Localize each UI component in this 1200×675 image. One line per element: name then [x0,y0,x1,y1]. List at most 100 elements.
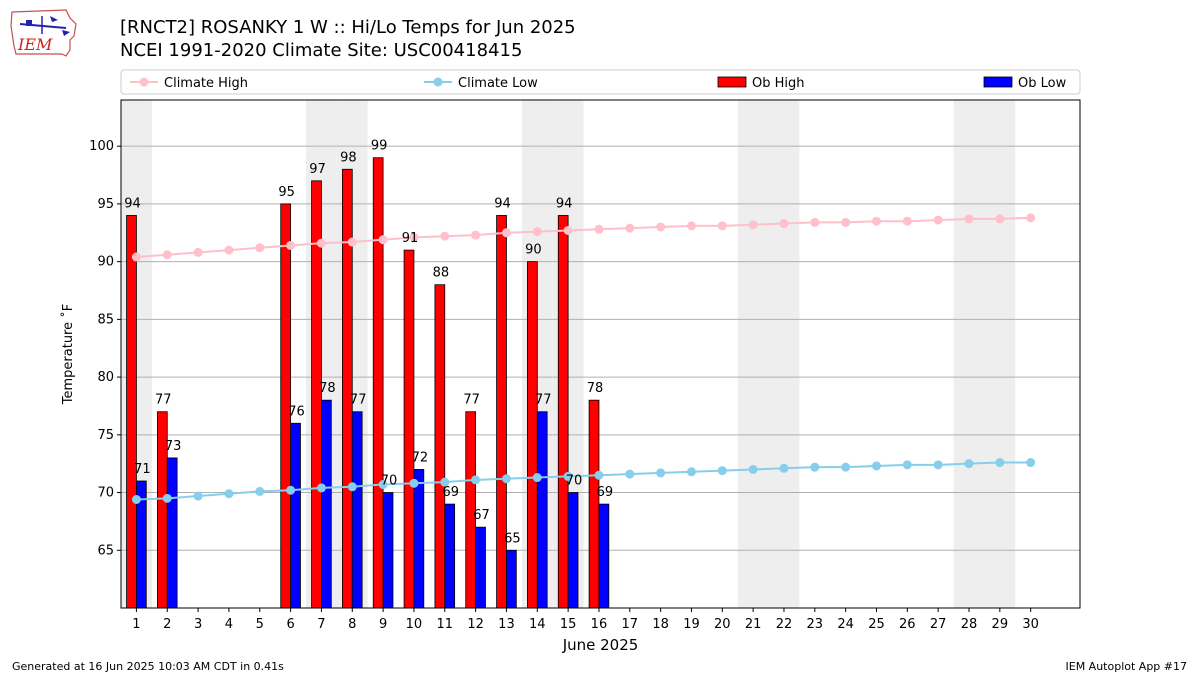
climate-high-point [563,225,573,235]
legend: Climate High Climate Low Ob High Ob Low [120,69,1081,95]
climate-low-point [871,461,881,471]
ob-low-bar [351,411,363,609]
legend-swatch-bar [717,76,747,88]
ob-high-label: 99 [371,139,388,154]
climate-low-point [409,478,419,488]
ob-low-bar [598,503,610,609]
x-tick-label: 7 [317,617,325,632]
climate-low-point [255,486,265,496]
footer-app: IEM Autoplot App #17 [1065,660,1188,673]
ob-high-label: 95 [278,185,295,200]
shade-day-22 [768,100,800,608]
ob-low-label: 76 [288,404,305,419]
ob-low-bar [321,399,332,609]
data-labels: 94 77 95 97 98 99 91 88 77 94 90 94 78 71 73 76 78 77 70 72… [124,139,613,547]
ob-low-bar [567,492,579,609]
ob-low-label: 71 [134,462,151,477]
x-tick-label: 17 [622,617,639,632]
x-tick-label: 30 [1022,617,1039,632]
x-tick-label: 22 [776,617,793,632]
ob-high-label: 94 [494,196,511,211]
ob-low-label: 77 [535,393,552,408]
ob-low-bar [475,526,486,609]
x-tick-label: 13 [498,617,515,632]
climate-high-line [136,216,1031,259]
climate-low-point [933,460,943,470]
y-axis-label: Temperature ˚F [60,304,76,405]
ob-low-label: 69 [442,485,459,500]
climate-high-point [532,227,542,237]
x-tick-label: 6 [286,617,294,632]
climate-high-point [933,215,943,225]
x-tick-label: 10 [406,617,423,632]
ob-high-label: 90 [525,243,542,258]
climate-high-point [871,216,881,226]
climate-high-point [625,223,635,233]
x-tick-label: 5 [256,617,264,632]
ob-high-bar [342,168,353,609]
climate-high-point [162,250,172,260]
climate-high-point [810,217,820,227]
x-tick-label: 4 [225,617,233,632]
climate-low-point [347,482,357,492]
ob-low-label: 78 [319,381,336,396]
y-tick-label: 100 [89,139,114,154]
climate-high-point [378,235,388,245]
ob-high-label: 94 [124,196,141,211]
ob-high-bar [588,399,600,609]
x-tick-label: 27 [930,617,947,632]
legend-swatch-bar [983,76,1013,88]
x-tick-label: 8 [348,617,356,632]
ob-high-label: 91 [402,231,419,246]
ob-low-label: 70 [381,474,398,489]
ob-high-bar [557,215,569,609]
climate-low-point [286,485,296,495]
shade-day-28 [953,100,985,608]
climate-low-point [625,469,635,479]
ob-high-label: 77 [463,393,480,408]
x-tick-label: 2 [163,617,171,632]
ob-high-bar [372,157,384,609]
climate-high-point [347,237,357,247]
climate-low-point [471,475,481,485]
climate-low-point [717,466,727,476]
shade-day-29 [984,100,1016,608]
ob-low-label: 67 [473,508,490,523]
y-tick-label: 70 [97,486,114,501]
climate-low-point [995,458,1005,468]
climate-high-point [717,221,727,231]
climate-low-point [748,464,758,474]
x-tick-label: 21 [745,617,762,632]
plot-frame [120,99,1081,609]
y-tick-label: 75 [97,428,114,443]
x-tick-label: 18 [652,617,669,632]
climate-high-point [501,228,511,238]
bars [126,157,610,609]
legend-swatch-marker [433,77,443,87]
y-tick-label: 65 [97,543,114,558]
footer-generated: Generated at 16 Jun 2025 10:03 AM CDT in… [12,660,284,673]
y-tick-label: 80 [97,370,114,385]
climate-high-point [255,243,265,253]
climate-high-point [686,221,696,231]
ob-high-bar [126,215,137,609]
logo-text: IEM [17,35,53,54]
ob-high-bar [403,249,415,609]
x-tick-label: 19 [683,617,700,632]
climate-high-point [316,238,326,248]
ob-low-label: 73 [165,439,182,454]
y-tick-label: 90 [97,255,114,270]
climate-high-point [193,247,203,257]
chart-subtitle: NCEI 1991-2020 Climate Site: USC00418415 [120,40,523,61]
ob-high-bar [434,284,446,609]
climate-low-point [131,494,141,504]
x-tick-label: 12 [467,617,484,632]
climate-low-point [1026,458,1036,468]
x-tick-label: 15 [560,617,577,632]
legend-box [120,69,1081,95]
climate-low-point [964,459,974,469]
climate-high-point [440,231,450,241]
climate-low-point [501,474,511,484]
y-tick-label: 95 [97,197,114,212]
ob-low-label: 70 [566,474,583,489]
